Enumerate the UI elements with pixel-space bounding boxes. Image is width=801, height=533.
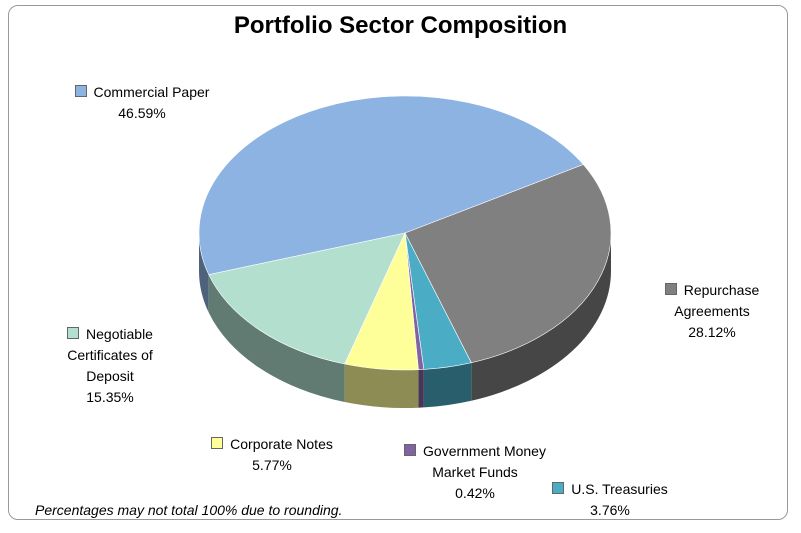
slice-label: Government Money Market Funds 0.42% xyxy=(395,441,555,504)
slice-label: Commercial Paper 46.59% xyxy=(32,82,252,124)
footnote: Percentages may not total 100% due to ro… xyxy=(35,502,343,518)
slice-side xyxy=(418,369,424,408)
slice xyxy=(344,231,419,408)
slice-side xyxy=(423,362,472,408)
legend-swatch xyxy=(211,437,224,449)
slice xyxy=(404,164,612,401)
legend-swatch xyxy=(67,327,80,339)
slice-top xyxy=(198,95,584,276)
chart-frame xyxy=(8,5,788,520)
slice-top xyxy=(404,164,612,364)
chart-title: Portfolio Sector Composition xyxy=(233,12,568,39)
value-label: 15.35% xyxy=(86,389,134,405)
legend-swatch xyxy=(664,283,677,295)
value-label: 3.76% xyxy=(590,502,630,518)
category-name: Repurchase Agreements xyxy=(674,282,760,319)
slice-side xyxy=(208,274,345,402)
slice xyxy=(198,95,584,313)
slice-side xyxy=(344,363,419,408)
slice-label: Corporate Notes 5.77% xyxy=(172,434,372,476)
slice-label: Negotiable Certificates of Deposit 15.35% xyxy=(54,324,166,408)
legend-swatch xyxy=(404,444,417,456)
legend-swatch xyxy=(552,482,565,494)
value-label: 28.12% xyxy=(688,324,736,340)
slice-top xyxy=(208,232,406,365)
slice-label: U.S. Treasuries 3.76% xyxy=(510,479,710,521)
slice-side xyxy=(471,233,611,401)
category-name: Government Money Market Funds xyxy=(423,443,546,480)
slice xyxy=(208,232,406,402)
value-label: 5.77% xyxy=(252,457,292,473)
slice-label: Repurchase Agreements 28.12% xyxy=(657,280,767,343)
category-name: Commercial Paper xyxy=(93,84,210,100)
value-label: 46.59% xyxy=(118,105,166,121)
category-name: Corporate Notes xyxy=(230,436,333,452)
legend-swatch xyxy=(74,85,87,97)
category-name: Negotiable Certificates of Deposit xyxy=(67,326,153,384)
value-label: 0.42% xyxy=(455,485,495,501)
category-name: U.S. Treasuries xyxy=(571,481,668,497)
slice-side xyxy=(199,233,209,313)
